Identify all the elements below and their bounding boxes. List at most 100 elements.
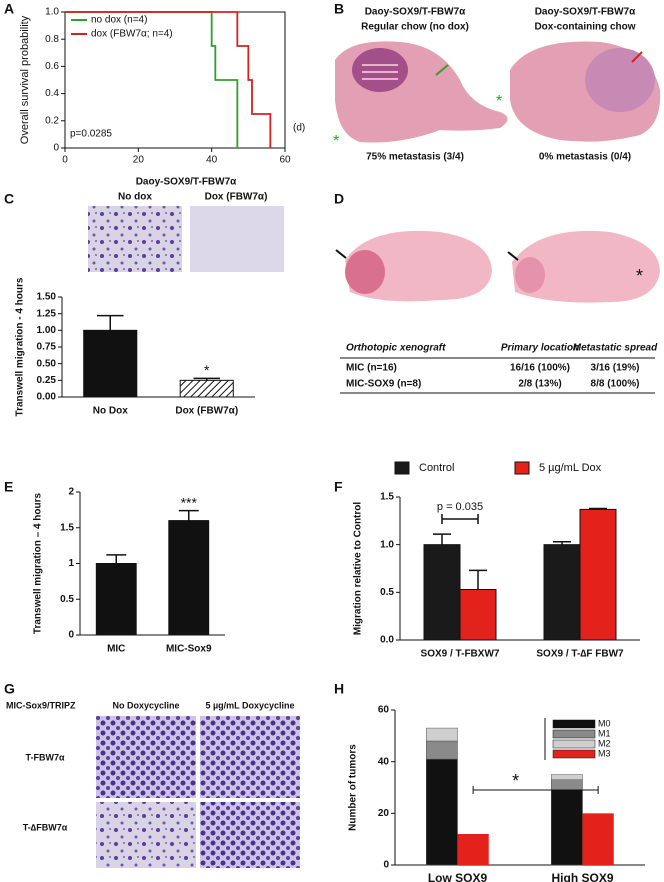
y-axis-label: Transwell migration – 4 hours (33, 492, 44, 634)
table-cell: 8/8 (100%) (591, 379, 640, 390)
image-label: Dox (FBW7α) (205, 192, 268, 203)
x-tick-label: SOX9 / T-FBXW7 (421, 649, 500, 660)
y-axis-label: Number of tumors (348, 744, 359, 831)
y-tick-label: 0.0 (380, 635, 394, 646)
table-cell: 2/8 (13%) (518, 379, 561, 390)
table-header: Orthotopic xenograft (346, 343, 446, 354)
significance: * (204, 362, 210, 378)
x-tick-label: 60 (279, 155, 291, 166)
survival-curve (65, 11, 272, 148)
annotation: p=0.0285 (70, 129, 112, 140)
y-tick-label: 1.0 (45, 7, 59, 18)
row-label: T-FBW7α (25, 752, 64, 762)
legend-label: M2 (598, 738, 611, 748)
panel-label: E (4, 479, 13, 495)
legend-swatch (552, 729, 596, 739)
table-cell: 16/16 (100%) (510, 363, 570, 374)
error-bar (589, 507, 607, 510)
x-tick-label: 0 (62, 155, 68, 166)
bar (168, 520, 210, 636)
bar-segment (551, 774, 583, 780)
panel-label: A (4, 1, 14, 17)
legend-label: no dox (n=4) (91, 15, 147, 26)
y-tick-label: 0.2 (45, 115, 59, 126)
significance-bracket (441, 514, 479, 524)
y-tick-label: 0.5 (380, 587, 394, 598)
bar (457, 834, 489, 865)
legend-label: Control (419, 462, 454, 474)
x-tick-label: No Dox (93, 406, 128, 417)
marker: * (496, 93, 502, 110)
y-tick-label: 20 (378, 808, 390, 819)
y-tick-label: 0.4 (45, 88, 59, 99)
image-label: No dox (118, 192, 152, 203)
histology-image (335, 230, 492, 302)
x-tick-label: MIC (107, 644, 125, 655)
significance-bracket (472, 786, 599, 794)
panel-label: C (4, 191, 14, 207)
bar-segment (426, 727, 458, 742)
x-tick-label: Dox (FBW7α) (175, 406, 238, 417)
y-tick-label: 1 (68, 558, 74, 569)
y-tick-label: 0.00 (37, 392, 57, 403)
histology-image (510, 41, 661, 142)
table-cell: MIC-SOX9 (n=8) (346, 379, 421, 390)
legend-label: 5 µg/mL Dox (539, 462, 602, 474)
significance: *** (181, 494, 198, 510)
image-subtitle: Dox-containing chow (534, 22, 635, 33)
bar (83, 329, 138, 398)
x-tick-label: SOX9 / T-∆F FBW7 (536, 649, 624, 660)
panel-label: G (4, 681, 15, 697)
micrograph (190, 206, 284, 272)
y-tick-label: 60 (378, 705, 390, 716)
annotation: p = 0.035 (437, 501, 483, 513)
micrograph (96, 802, 196, 868)
panel-label: F (334, 479, 343, 495)
x-tick-label: 20 (133, 155, 145, 166)
panel-label: D (334, 191, 344, 207)
y-tick-label: 0 (68, 630, 74, 641)
marker: * (636, 266, 643, 286)
image-title: Daoy-SOX9/T-FBW7α (136, 177, 237, 188)
table-header: Metastatic spread (573, 343, 658, 354)
bar-segment (426, 758, 458, 866)
y-tick-label: 1.5 (380, 492, 394, 503)
error-bar (106, 554, 127, 564)
legend-swatch (514, 461, 530, 475)
column-label: No Doxycycline (112, 700, 179, 710)
y-tick-label: 0.5 (60, 594, 74, 605)
x-unit: (d) (293, 123, 305, 134)
error-bar (469, 569, 487, 590)
table-cell: 3/16 (19%) (591, 363, 640, 374)
error-bar (433, 533, 451, 545)
bar-segment (551, 789, 583, 866)
y-axis-label: Migration relative to Control (353, 502, 364, 636)
row-label: T-∆FBW7α (23, 822, 68, 832)
legend-swatch (394, 461, 410, 475)
y-tick-label: 0.6 (45, 61, 59, 72)
bar (179, 379, 234, 398)
y-tick-label: 2 (68, 487, 74, 498)
corner-label: MIC-Sox9/TRIPZ (6, 700, 76, 710)
x-tick-label: 40 (206, 155, 218, 166)
legend-label: M1 (598, 728, 611, 738)
panel-label: B (334, 1, 344, 17)
error-bar (96, 314, 124, 331)
y-tick-label: 1.5 (60, 522, 74, 533)
histology-image: * (507, 230, 660, 303)
micrograph (96, 716, 196, 798)
legend-swatch (552, 719, 596, 729)
micrograph (200, 716, 300, 798)
legend-label: dox (FBW7α; n=4) (91, 29, 173, 40)
x-tick-label: High SOX9 (551, 871, 613, 882)
y-tick-label: 0.50 (37, 358, 57, 369)
image-subtitle: Regular chow (no dox) (361, 22, 469, 33)
legend-label: M3 (598, 748, 611, 758)
legend-swatch (552, 739, 596, 749)
y-tick-label: 0 (383, 860, 389, 871)
table: Orthotopic xenograft Primary location Me… (340, 343, 658, 394)
micrograph (88, 206, 182, 272)
y-tick-label: 1.00 (37, 325, 57, 336)
panel-label: H (334, 681, 344, 697)
